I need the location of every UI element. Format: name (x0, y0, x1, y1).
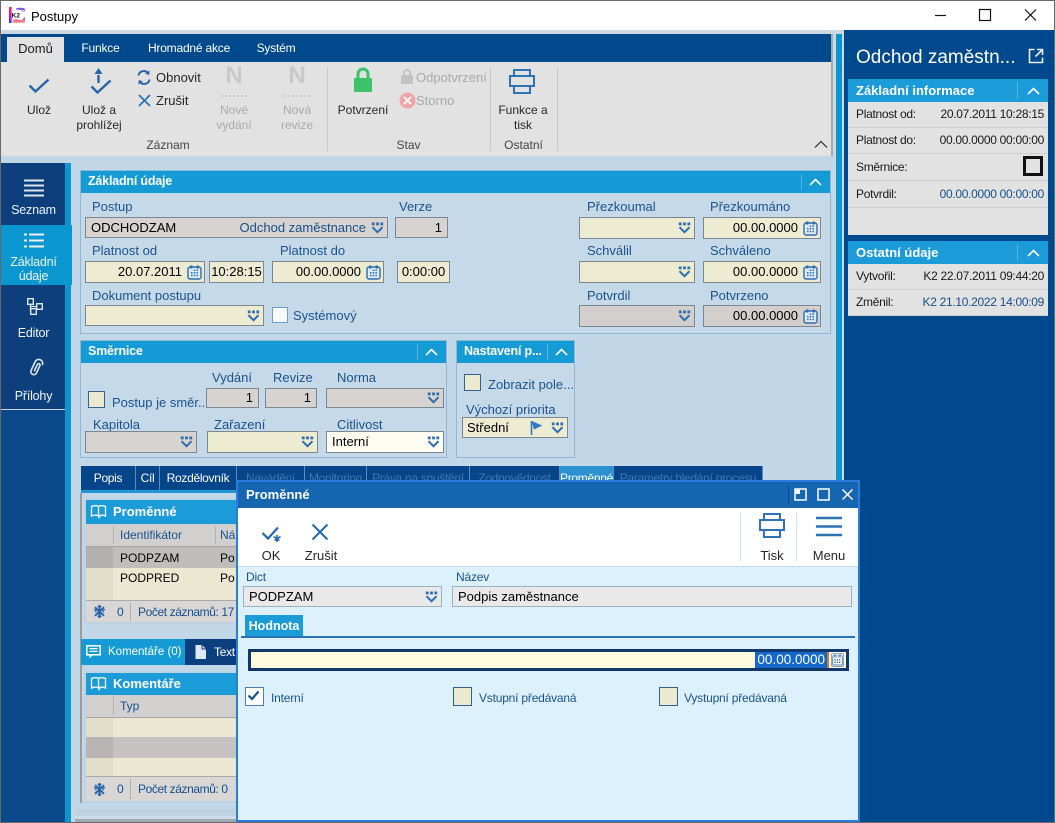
svg-text:K2: K2 (12, 13, 21, 20)
